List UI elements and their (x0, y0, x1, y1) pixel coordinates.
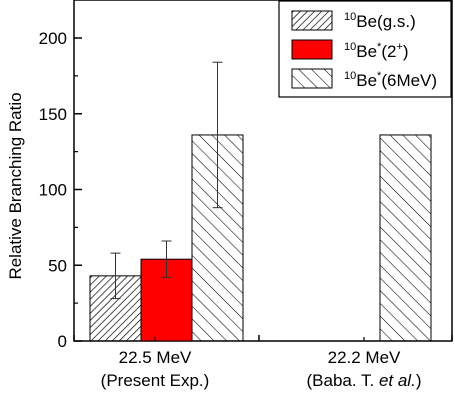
legend-sup: 10 (344, 41, 356, 53)
plot-frame (73, 0, 453, 342)
legend-label-2plus: 10Be*(2+) (344, 41, 409, 61)
x-tick-label-line1: 22.2 MeV (328, 348, 401, 367)
legend-base: Be (356, 42, 377, 61)
x-tick-label-line2-italic: et al. (379, 371, 416, 390)
legend: 10Be(g.s.) 10Be*(2+) 10Be*(6MeV) (278, 0, 452, 98)
legend-paren: (2 (381, 42, 396, 61)
x-tick-label-line2-suffix: ) (416, 371, 422, 390)
legend-star: * (377, 70, 382, 82)
bars-layer (89, 134, 432, 342)
legend-swatch-gs (291, 10, 333, 31)
legend-paren-close: ) (403, 42, 409, 61)
x-tick-label-line2-text: (Present Exp.) (101, 371, 210, 390)
legend-sup: 10 (344, 11, 356, 23)
legend-swatch-6mev (291, 68, 333, 89)
bar-10be-6mev--g1 (379, 134, 432, 342)
legend-base: Be (356, 71, 377, 90)
error-bars-layer (110, 61, 223, 300)
y-tick-label: 50 (48, 256, 67, 275)
legend-swatch-2plus (291, 39, 333, 60)
y-tick-label: 200 (39, 29, 67, 48)
legend-paren-sup: + (396, 41, 402, 53)
legend-paren: (6MeV) (381, 71, 437, 90)
x-tick-label-line2-prefix: (Baba. T. (307, 371, 379, 390)
x-tick-label-line2: (Present Exp.) (101, 371, 210, 390)
y-tick-label: 0 (58, 332, 67, 351)
y-tick-label: 150 (39, 105, 67, 124)
plot-area: 0 50 100 150 200 (39, 0, 453, 351)
legend-sup: 10 (344, 70, 356, 82)
legend-star: * (377, 41, 382, 53)
y-axis-label: Relative Branching Ratio (6, 92, 25, 279)
legend-paren: (g.s.) (377, 12, 416, 31)
legend-label-6mev: 10Be*(6MeV) (344, 70, 437, 90)
y-axis: 0 50 100 150 200 (39, 29, 82, 351)
legend-label-gs: 10Be(g.s.) (344, 11, 416, 31)
x-axis (73, 335, 453, 341)
x-tick-label-line2: (Baba. T. et al.) (307, 371, 422, 390)
legend-base: Be (356, 12, 377, 31)
x-tick-labels: 22.5 MeV (Present Exp.) 22.2 MeV (Baba. … (101, 348, 422, 390)
x-tick-label-line1: 22.5 MeV (119, 348, 192, 367)
y-tick-label: 100 (39, 181, 67, 200)
